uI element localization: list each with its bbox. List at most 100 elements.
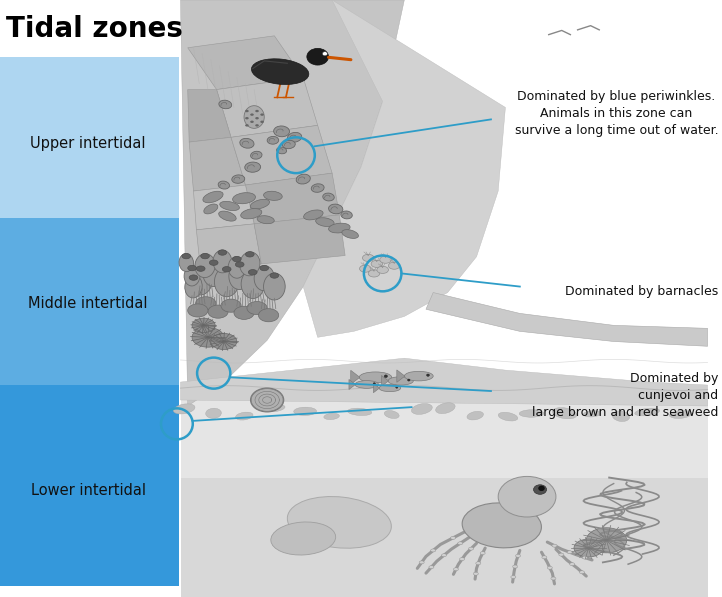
- Polygon shape: [254, 215, 345, 264]
- Ellipse shape: [250, 121, 254, 123]
- Ellipse shape: [257, 216, 274, 224]
- Polygon shape: [349, 380, 355, 389]
- Text: Middle intertidal: Middle intertidal: [28, 296, 148, 311]
- Ellipse shape: [189, 275, 198, 280]
- Ellipse shape: [196, 266, 205, 271]
- Bar: [0, 385, 179, 586]
- Ellipse shape: [264, 273, 285, 300]
- Ellipse shape: [539, 486, 544, 491]
- Ellipse shape: [204, 204, 218, 214]
- Polygon shape: [373, 383, 380, 393]
- Bar: [0, 57, 179, 218]
- Ellipse shape: [185, 275, 202, 298]
- Ellipse shape: [516, 554, 521, 558]
- Ellipse shape: [195, 254, 215, 278]
- Ellipse shape: [251, 388, 284, 412]
- Polygon shape: [193, 185, 254, 230]
- Ellipse shape: [192, 327, 224, 347]
- Ellipse shape: [612, 411, 630, 421]
- Ellipse shape: [388, 262, 400, 269]
- Polygon shape: [180, 478, 708, 597]
- Text: Upper intertidal: Upper intertidal: [30, 136, 146, 151]
- Text: Dominated by blue periwinkles.
Animals in this zone can
survive a long time out : Dominated by blue periwinkles. Animals i…: [515, 90, 718, 137]
- Ellipse shape: [467, 411, 484, 420]
- Ellipse shape: [371, 260, 383, 267]
- Ellipse shape: [287, 497, 391, 548]
- Ellipse shape: [251, 199, 269, 209]
- Ellipse shape: [551, 577, 556, 580]
- Ellipse shape: [250, 113, 254, 116]
- Polygon shape: [189, 137, 245, 191]
- Ellipse shape: [404, 371, 433, 381]
- Ellipse shape: [511, 576, 516, 578]
- Ellipse shape: [287, 133, 302, 142]
- Ellipse shape: [264, 191, 282, 201]
- Ellipse shape: [296, 174, 310, 184]
- Ellipse shape: [245, 162, 261, 173]
- Ellipse shape: [552, 408, 577, 419]
- Ellipse shape: [232, 175, 245, 183]
- Bar: [179, 0, 722, 597]
- Polygon shape: [188, 36, 303, 90]
- Ellipse shape: [311, 184, 324, 192]
- Ellipse shape: [244, 106, 264, 128]
- Ellipse shape: [245, 117, 248, 119]
- Ellipse shape: [203, 260, 225, 287]
- Ellipse shape: [380, 256, 391, 263]
- Ellipse shape: [377, 266, 388, 273]
- Ellipse shape: [368, 270, 380, 277]
- Text: Dominated by
cunjevoi and
large brown and red seaweed: Dominated by cunjevoi and large brown an…: [532, 372, 718, 418]
- Text: Tidal zones: Tidal zones: [6, 15, 183, 43]
- Ellipse shape: [235, 261, 244, 267]
- Ellipse shape: [192, 318, 215, 333]
- Ellipse shape: [360, 372, 391, 383]
- Ellipse shape: [232, 193, 256, 204]
- Ellipse shape: [384, 375, 388, 377]
- Ellipse shape: [213, 250, 232, 273]
- Ellipse shape: [513, 565, 518, 568]
- Ellipse shape: [498, 413, 518, 421]
- Ellipse shape: [267, 136, 279, 144]
- Ellipse shape: [260, 113, 264, 116]
- Ellipse shape: [219, 100, 232, 109]
- Ellipse shape: [323, 193, 334, 201]
- Ellipse shape: [188, 265, 196, 271]
- Ellipse shape: [282, 140, 295, 149]
- Ellipse shape: [435, 403, 455, 414]
- Ellipse shape: [373, 383, 375, 384]
- Ellipse shape: [474, 572, 479, 576]
- Ellipse shape: [245, 251, 254, 257]
- Ellipse shape: [582, 556, 588, 559]
- Ellipse shape: [203, 191, 223, 203]
- Ellipse shape: [232, 256, 241, 261]
- Ellipse shape: [240, 139, 254, 148]
- Ellipse shape: [669, 411, 692, 418]
- Ellipse shape: [188, 304, 208, 317]
- Ellipse shape: [274, 126, 290, 137]
- Ellipse shape: [219, 211, 236, 221]
- Ellipse shape: [547, 566, 552, 570]
- Polygon shape: [188, 90, 231, 142]
- Ellipse shape: [635, 408, 660, 416]
- Ellipse shape: [384, 411, 399, 418]
- Ellipse shape: [412, 404, 432, 414]
- Ellipse shape: [476, 562, 481, 565]
- Ellipse shape: [256, 124, 258, 127]
- Ellipse shape: [324, 413, 339, 420]
- Ellipse shape: [379, 384, 401, 392]
- Polygon shape: [426, 293, 708, 346]
- Ellipse shape: [208, 305, 228, 318]
- Ellipse shape: [256, 117, 258, 119]
- Ellipse shape: [271, 522, 336, 555]
- Ellipse shape: [266, 405, 285, 412]
- Ellipse shape: [347, 408, 372, 416]
- Ellipse shape: [240, 252, 260, 276]
- Polygon shape: [231, 125, 332, 185]
- Ellipse shape: [189, 266, 212, 295]
- Ellipse shape: [451, 536, 456, 540]
- Ellipse shape: [453, 568, 458, 571]
- Ellipse shape: [206, 408, 222, 418]
- Ellipse shape: [429, 566, 434, 568]
- Ellipse shape: [441, 554, 446, 556]
- Ellipse shape: [430, 549, 435, 552]
